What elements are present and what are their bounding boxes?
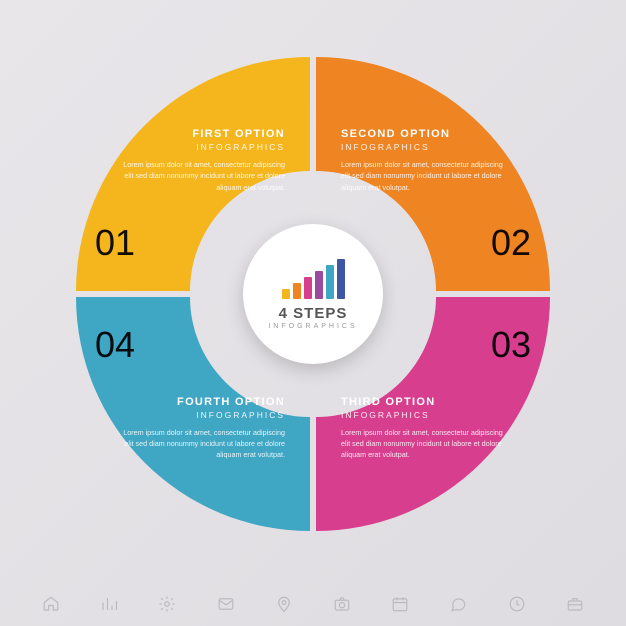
center-title: 4 STEPS (279, 305, 348, 322)
center-subtitle: INFOGRAPHICS (268, 323, 357, 330)
segment-03-number: 03 (491, 324, 531, 366)
segment-02-number: 02 (491, 222, 531, 264)
segment-02-subtitle: INFOGRAPHICS (341, 142, 511, 152)
chat-icon (448, 594, 468, 614)
segment-04-body: Lorem ipsum dolor sit amet, consectetur … (115, 427, 285, 460)
segment-02-body: Lorem ipsum dolor sit amet, consectetur … (341, 159, 511, 192)
camera-icon (332, 594, 352, 614)
segment-01-body: Lorem ipsum dolor sit amet, consectetur … (115, 159, 285, 192)
segment-04-subtitle: INFOGRAPHICS (115, 410, 285, 420)
segment-04-number: 04 (95, 324, 135, 366)
segment-01-number: 01 (95, 222, 135, 264)
gear-icon (157, 594, 177, 614)
segment-03-title: THIRD OPTION (341, 396, 511, 408)
segment-02-title: SECOND OPTION (341, 128, 511, 140)
mail-icon (216, 594, 236, 614)
location-icon (274, 594, 294, 614)
center-bar (337, 259, 345, 299)
center-bar (293, 283, 301, 299)
segment-01-title: FIRST OPTION (115, 128, 285, 140)
home-icon (41, 594, 61, 614)
infographic-circle: 01 FIRST OPTION INFOGRAPHICS Lorem ipsum… (73, 54, 553, 534)
footer-icon-row (0, 594, 626, 614)
segment-04-title: FOURTH OPTION (115, 396, 285, 408)
segment-03-body: Lorem ipsum dolor sit amet, consectetur … (341, 427, 511, 460)
center-bar (282, 289, 290, 299)
briefcase-icon (565, 594, 585, 614)
center-bar (315, 271, 323, 299)
center-bars (282, 259, 345, 299)
center-bar (326, 265, 334, 299)
chart-icon (99, 594, 119, 614)
center-bar (304, 277, 312, 299)
center-badge: 4 STEPS INFOGRAPHICS (243, 224, 383, 364)
clock-icon (507, 594, 527, 614)
calendar-icon (390, 594, 410, 614)
segment-01-subtitle: INFOGRAPHICS (115, 142, 285, 152)
segment-03-subtitle: INFOGRAPHICS (341, 410, 511, 420)
